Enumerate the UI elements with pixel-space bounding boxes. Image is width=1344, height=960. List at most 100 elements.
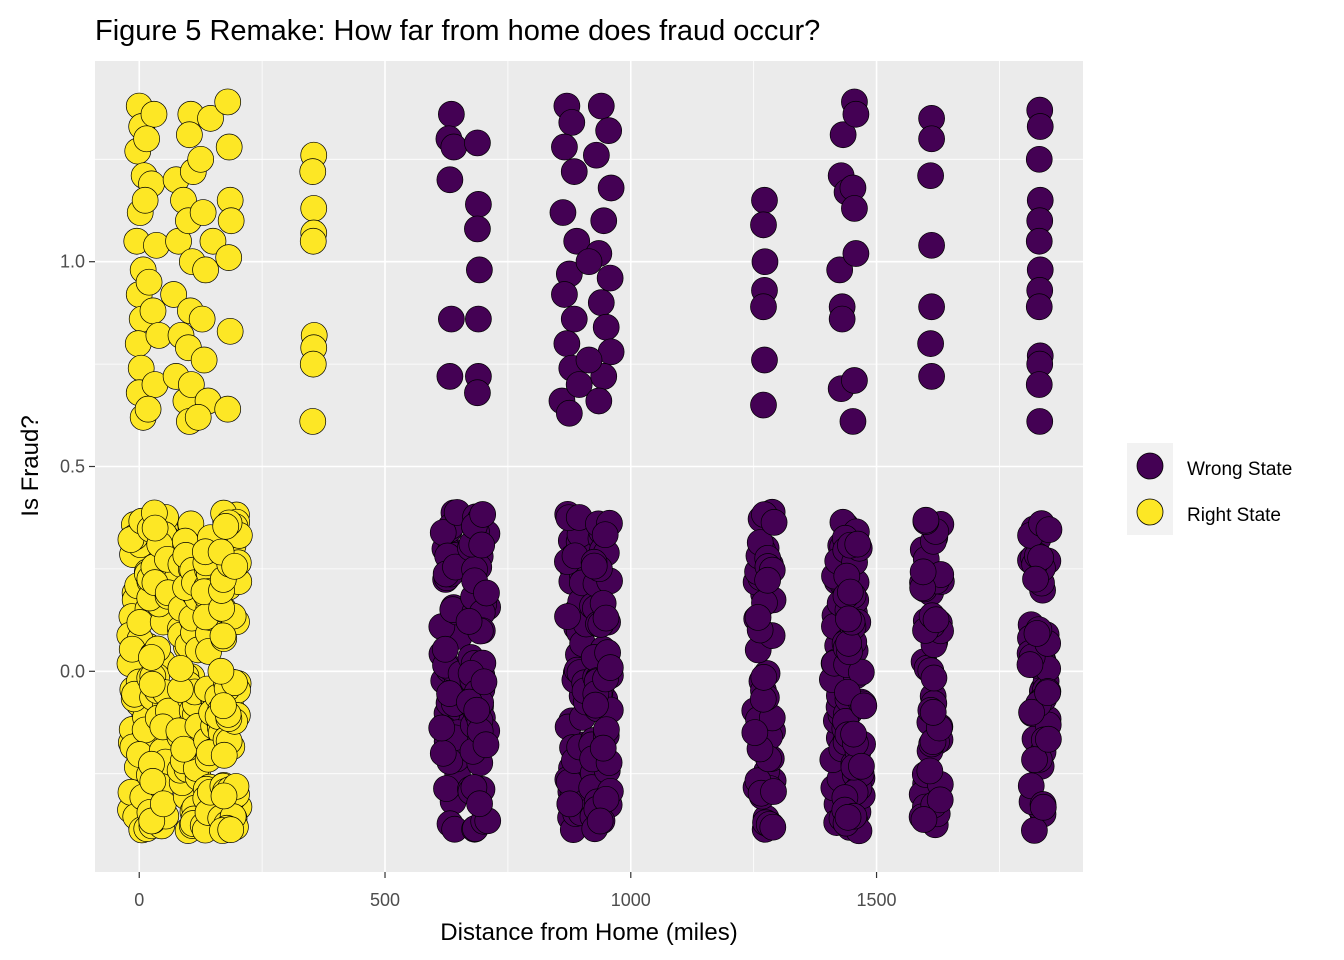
point-not-fraud (1034, 679, 1061, 707)
point-not-fraud (468, 531, 496, 559)
point-fraud (592, 313, 620, 341)
point-fraud (587, 289, 615, 317)
point-not-fraud (1021, 817, 1048, 844)
point-not-fraud (1035, 725, 1062, 753)
point-not-fraud (470, 668, 498, 696)
point-not-fraud (217, 816, 245, 843)
point-fraud (575, 346, 603, 374)
point-not-fraud (556, 790, 584, 818)
point-fraud (189, 199, 217, 226)
point-fraud (184, 403, 212, 431)
point-fraud (131, 186, 159, 214)
point-fraud (1026, 408, 1054, 435)
point-fraud (841, 195, 868, 222)
point-not-fraud (760, 778, 787, 805)
point-not-fraud (591, 521, 619, 549)
point-not-fraud (919, 699, 947, 726)
point-not-fraud (926, 786, 954, 814)
point-fraud (135, 268, 163, 296)
legend-label-right-state: Right State (1187, 505, 1281, 526)
point-not-fraud (840, 720, 867, 748)
point-fraud (751, 346, 778, 374)
point-not-fraud (429, 739, 457, 767)
point-not-fraud (167, 655, 195, 682)
point-not-fraud (744, 604, 772, 631)
point-not-fraud (433, 775, 460, 802)
legend-key-right-state (1136, 498, 1164, 526)
point-not-fraud (1021, 746, 1048, 774)
point-fraud (750, 211, 777, 239)
point-fraud (192, 256, 219, 284)
point-fraud (216, 317, 244, 345)
point-not-fraud (210, 782, 238, 810)
point-fraud (1025, 371, 1053, 398)
point-not-fraud (589, 734, 617, 762)
point-fraud (829, 121, 857, 149)
legend-key-wrong-state (1136, 452, 1164, 480)
point-fraud (918, 231, 945, 259)
point-fraud (133, 125, 160, 153)
point-fraud (436, 166, 464, 194)
point-fraud (300, 195, 328, 222)
point-not-fraud (149, 790, 177, 818)
chart-title: Figure 5 Remake: How far from home does … (95, 15, 820, 47)
point-fraud (464, 215, 491, 243)
point-fraud (575, 248, 603, 276)
y-axis-ticks: 0.0 0.5 1.0 (60, 252, 95, 681)
point-fraud (177, 371, 205, 398)
point-fraud (1026, 113, 1054, 140)
point-not-fraud (834, 804, 862, 831)
legend-label-wrong-state: Wrong State (1187, 459, 1292, 480)
point-fraud (214, 395, 242, 423)
point-not-fraud (741, 719, 769, 746)
point-fraud (553, 330, 581, 357)
point-not-fraud (922, 606, 950, 634)
point-not-fraud (207, 657, 235, 685)
point-not-fraud (847, 658, 875, 686)
point-not-fraud (210, 741, 238, 769)
point-fraud (918, 363, 945, 390)
point-not-fraud (912, 506, 940, 534)
point-not-fraud (212, 513, 240, 540)
point-not-fraud (754, 566, 781, 594)
point-fraud (596, 264, 624, 292)
point-not-fraud (836, 578, 864, 606)
point-fraud (176, 121, 203, 149)
legend: Wrong State Right State (1127, 443, 1292, 535)
point-not-fraud (759, 813, 787, 841)
x-tick-label: 1000 (611, 890, 651, 910)
point-fraud (143, 231, 170, 259)
point-not-fraud (1023, 620, 1051, 647)
point-fraud (563, 227, 591, 255)
point-fraud (466, 256, 493, 284)
point-fraud (551, 133, 578, 161)
point-fraud (751, 186, 778, 214)
point-not-fraud (138, 644, 165, 671)
point-fraud (214, 88, 242, 116)
point-not-fraud (848, 752, 875, 780)
point-fraud (918, 125, 945, 153)
point-fraud (828, 305, 856, 333)
point-fraud (465, 305, 492, 333)
x-tick-label: 500 (370, 890, 400, 910)
point-fraud (750, 293, 777, 321)
point-fraud (842, 240, 870, 267)
point-fraud (299, 408, 327, 435)
point-not-fraud (466, 790, 493, 818)
y-axis-title: Is Fraud? (17, 415, 44, 516)
point-not-fraud (580, 552, 608, 580)
point-not-fraud (586, 807, 614, 835)
point-fraud (917, 162, 944, 190)
point-fraud (187, 145, 215, 173)
point-not-fraud (750, 664, 778, 691)
point-fraud (1025, 293, 1053, 321)
point-not-fraud (582, 691, 609, 719)
point-fraud (826, 256, 854, 284)
point-fraud (560, 158, 588, 185)
x-axis-ticks: 0 500 1000 1500 (134, 872, 897, 910)
point-fraud (560, 305, 588, 333)
point-fraud (134, 395, 162, 423)
point-fraud (597, 174, 625, 202)
point-not-fraud (1018, 698, 1045, 726)
point-fraud (751, 248, 779, 276)
